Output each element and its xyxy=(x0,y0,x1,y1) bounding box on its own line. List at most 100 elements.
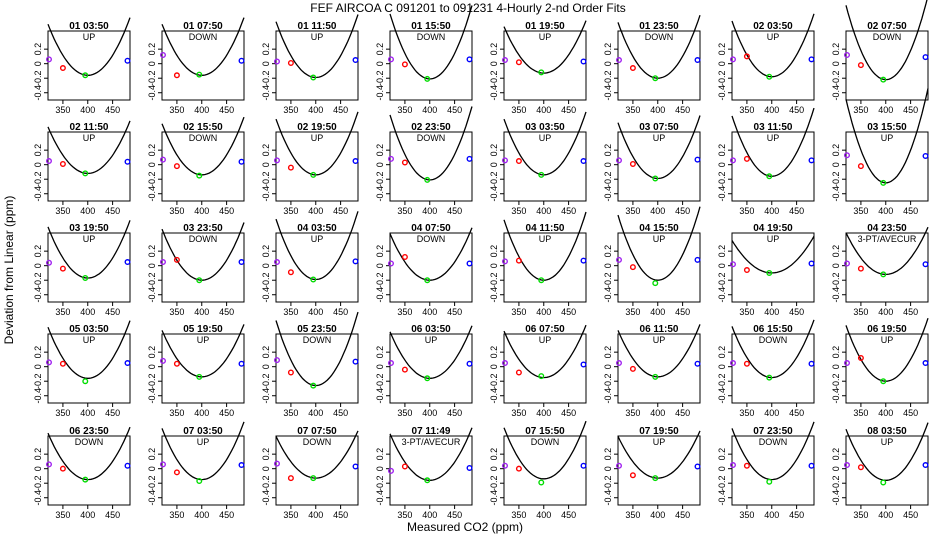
panel-title: 04 23:50 xyxy=(867,223,907,234)
y-tick-label: -0.2 xyxy=(33,373,43,389)
panel-mode-label: UP xyxy=(881,133,894,143)
y-tick-label: 0 xyxy=(489,61,499,66)
panel-mode-label: 3-PT/AVECUR xyxy=(402,437,461,447)
y-tick-label: -0.2 xyxy=(831,475,841,491)
panel-mode-label: UP xyxy=(539,234,552,244)
y-tick-label: 0.2 xyxy=(489,144,499,157)
data-point xyxy=(401,61,408,68)
y-tick-label: -0.4 xyxy=(33,388,43,404)
data-point xyxy=(238,158,245,165)
data-point xyxy=(538,277,545,284)
y-tick-label: 0 xyxy=(261,263,271,268)
data-point xyxy=(580,462,587,469)
y-tick-label: -0.2 xyxy=(261,373,271,389)
y-tick-label: 0.2 xyxy=(831,448,841,461)
data-point xyxy=(310,74,317,81)
x-tick-label: 350 xyxy=(511,510,526,520)
y-tick-label: 0 xyxy=(603,364,613,369)
x-tick-label: 350 xyxy=(625,408,640,418)
data-point xyxy=(238,57,245,64)
plot-frame xyxy=(731,131,815,202)
y-tick-label: 0.2 xyxy=(147,346,157,359)
panel-mode-label: UP xyxy=(83,335,96,345)
x-tick-label: 400 xyxy=(422,307,437,317)
data-point xyxy=(59,465,66,472)
x-tick-label: 350 xyxy=(739,206,754,216)
y-tick-label: -0.4 xyxy=(261,388,271,404)
fit-curve xyxy=(617,115,701,180)
data-point xyxy=(652,175,659,182)
panel-mode-label: UP xyxy=(539,133,552,143)
data-point xyxy=(580,361,587,368)
data-point xyxy=(59,265,66,272)
data-point xyxy=(538,69,545,76)
data-point xyxy=(82,170,89,177)
data-point xyxy=(766,269,773,276)
data-point xyxy=(387,56,394,63)
y-tick-label: -0.2 xyxy=(831,171,841,187)
data-point xyxy=(743,360,750,367)
panel-mode-label: UP xyxy=(83,133,96,143)
data-point xyxy=(310,171,317,178)
panel-title: 05 19:50 xyxy=(183,324,223,335)
x-tick-label: 450 xyxy=(219,206,234,216)
data-point xyxy=(387,467,394,474)
y-tick-label: 0 xyxy=(33,162,43,167)
x-tick-label: 450 xyxy=(675,105,690,115)
x-tick-label: 350 xyxy=(625,206,640,216)
x-tick-label: 450 xyxy=(561,408,576,418)
y-tick-label: 0 xyxy=(33,364,43,369)
y-tick-label: 0 xyxy=(489,364,499,369)
y-tick-label: 0 xyxy=(147,263,157,268)
panel-mode-label: UP xyxy=(539,32,552,42)
panel-mode-label: UP xyxy=(767,234,780,244)
fit-curve xyxy=(161,17,245,76)
x-tick-label: 350 xyxy=(853,307,868,317)
panel-title: 02 23:50 xyxy=(411,122,451,133)
y-tick-label: 0.2 xyxy=(717,346,727,359)
x-tick-label: 350 xyxy=(625,510,640,520)
data-point xyxy=(273,357,280,364)
data-point xyxy=(287,59,294,66)
data-point xyxy=(729,462,736,469)
data-point xyxy=(59,65,66,72)
x-tick-label: 450 xyxy=(561,206,576,216)
fit-curve xyxy=(389,5,473,80)
x-tick-label: 400 xyxy=(80,206,95,216)
y-tick-label: 0.2 xyxy=(717,144,727,157)
fit-curve xyxy=(47,220,131,279)
x-tick-label: 350 xyxy=(625,307,640,317)
y-tick-label: -0.4 xyxy=(489,490,499,506)
x-tick-label: 450 xyxy=(789,105,804,115)
plot-frame xyxy=(731,435,815,506)
panel-title: 04 03:50 xyxy=(297,223,337,234)
data-point xyxy=(196,478,203,485)
plot-frame xyxy=(617,131,701,202)
y-tick-label: -0.2 xyxy=(489,171,499,187)
panel-title: 05 23:50 xyxy=(297,324,337,335)
x-tick-label: 450 xyxy=(561,105,576,115)
x-tick-label: 350 xyxy=(55,510,70,520)
panel-mode-label: UP xyxy=(653,335,666,345)
fit-curve xyxy=(845,226,929,276)
y-tick-label: 0.2 xyxy=(375,245,385,258)
plot-frame xyxy=(47,435,131,506)
panel-title: 03 19:50 xyxy=(69,223,109,234)
x-tick-label: 400 xyxy=(650,105,665,115)
fit-curve xyxy=(503,211,587,281)
x-tick-label: 400 xyxy=(422,510,437,520)
x-tick-label: 400 xyxy=(764,105,779,115)
panel-title: 06 03:50 xyxy=(411,324,451,335)
data-point xyxy=(729,56,736,63)
x-tick-label: 450 xyxy=(903,307,918,317)
y-tick-label: 0.2 xyxy=(831,43,841,56)
data-point xyxy=(629,365,636,372)
plot-frame xyxy=(731,333,815,404)
x-tick-label: 350 xyxy=(169,105,184,115)
